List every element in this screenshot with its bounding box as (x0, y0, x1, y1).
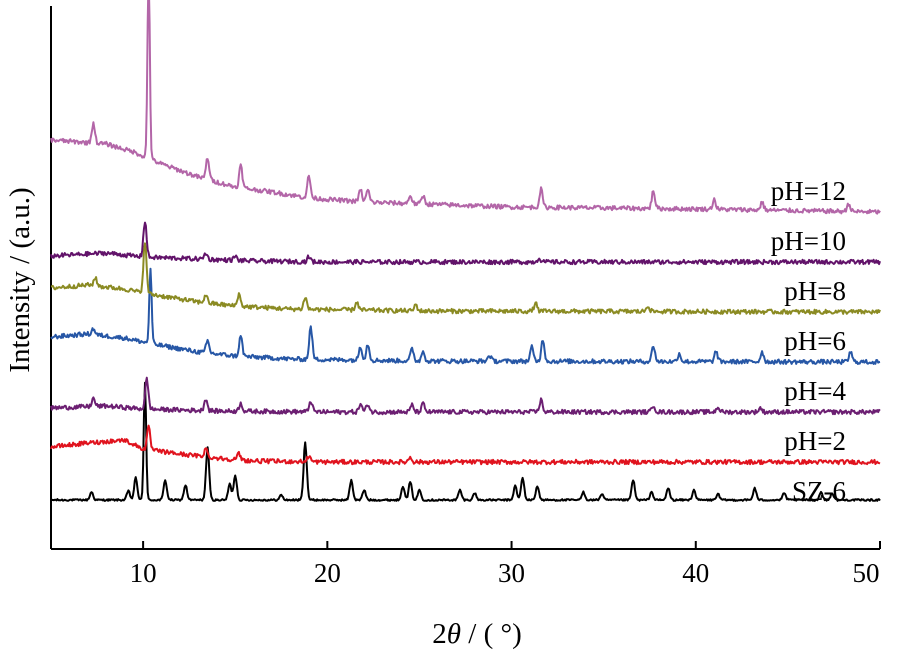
series-label-ph-10: pH=10 (771, 226, 846, 256)
series-line-ph-2 (50, 424, 881, 466)
series-line-ph-6 (50, 267, 881, 365)
plot-area (50, 6, 880, 550)
series-label-ph-12: pH=12 (771, 176, 846, 206)
series-line-ph-8 (50, 242, 881, 315)
x-tick-label-20: 20 (314, 558, 341, 588)
x-ticks: 10 20 30 40 50 (130, 541, 881, 588)
x-tick-label-50: 50 (853, 558, 880, 588)
x-axis-label: 2θ / ( °) (432, 618, 521, 650)
y-axis-label: Intensity / (a.u.) (4, 187, 36, 372)
series-line-ph-12 (50, 0, 881, 215)
series-label-ph-2: pH=2 (784, 426, 846, 456)
x-tick-label-40: 40 (682, 558, 709, 588)
series-layer (50, 0, 881, 502)
series-label-ph-6: pH=6 (784, 326, 846, 356)
x-tick-label-10: 10 (130, 558, 157, 588)
series-line-sz-6 (50, 381, 881, 502)
series-label-sz-6: SZ-6 (792, 476, 846, 506)
x-tick-label-30: 30 (498, 558, 525, 588)
series-label-ph-4: pH=4 (784, 376, 846, 406)
series-label-ph-8: pH=8 (784, 276, 846, 306)
series-line-ph-10 (50, 221, 881, 266)
series-line-ph-4 (50, 376, 881, 416)
series-labels: SZ-6 pH=2 pH=4 pH=6 pH=8 pH=10 pH=12 (771, 176, 847, 506)
